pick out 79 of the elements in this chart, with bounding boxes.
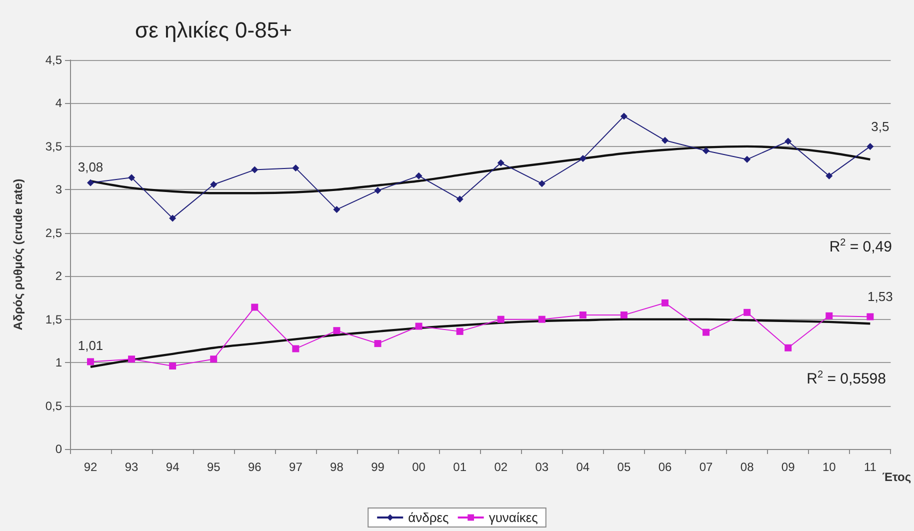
data-label: 3,08 [78, 159, 104, 174]
y-tick-label: 2,5 [45, 226, 62, 240]
x-tick-label: 99 [371, 460, 385, 474]
point [169, 362, 176, 370]
x-tick-label: 96 [248, 460, 262, 474]
x-tick-label: 10 [822, 460, 836, 474]
point [415, 322, 422, 330]
point [374, 340, 382, 348]
point [292, 345, 300, 352]
point [784, 344, 792, 352]
point [538, 180, 546, 188]
x-tick-label: 94 [166, 460, 180, 474]
point [456, 328, 464, 335]
legend-label: άνδρες [408, 510, 449, 525]
data-label: 1,53 [868, 289, 893, 304]
point [826, 312, 833, 320]
point [826, 172, 833, 180]
chart-title: σε ηλικίες 0-85+ [135, 18, 292, 42]
point [128, 174, 136, 182]
point [866, 142, 874, 150]
x-tick-label: 00 [412, 460, 426, 474]
point [538, 316, 546, 323]
point [662, 299, 669, 306]
point [374, 187, 382, 194]
y-tick-label: 3,5 [45, 139, 62, 154]
point [251, 166, 258, 174]
y-axis-title: Αδρός ρυθμός (crude rate) [11, 178, 25, 330]
point [620, 312, 628, 319]
x-tick-label: 07 [699, 460, 714, 474]
point [579, 312, 586, 319]
point [128, 356, 136, 363]
x-tick-label: 08 [740, 460, 754, 474]
y-tick-label: 4 [55, 96, 62, 110]
x-tick-label: 97 [289, 460, 303, 474]
x-tick-label: 93 [124, 460, 139, 474]
x-tick-label: 02 [494, 460, 508, 474]
point [251, 304, 258, 311]
point [415, 172, 422, 180]
x-tick-label: 11 [864, 460, 877, 474]
point [87, 358, 94, 366]
x-tick-label: 06 [658, 460, 672, 474]
point [744, 308, 751, 316]
y-tick-label: 3 [55, 182, 62, 197]
point [292, 164, 300, 172]
x-axis-title: Έτος [882, 470, 912, 484]
point [702, 328, 710, 336]
point [210, 356, 218, 363]
legend-label: γυναίκες [488, 510, 538, 525]
point [497, 316, 504, 323]
y-tick-label: 4,5 [45, 53, 62, 67]
point [702, 147, 710, 154]
point [333, 327, 340, 334]
point [333, 206, 340, 214]
x-tick-label: 04 [576, 460, 590, 474]
x-tick-label: 95 [206, 460, 221, 474]
point [169, 214, 176, 222]
point [210, 180, 218, 188]
x-tick-label: 92 [84, 460, 98, 474]
point [456, 196, 464, 203]
point [497, 159, 504, 166]
point [87, 179, 94, 186]
data-label: 3,5 [871, 118, 890, 134]
y-tick-label: 1,5 [45, 312, 62, 326]
data-label: 1,01 [78, 338, 104, 354]
point [744, 156, 751, 163]
point [784, 138, 792, 145]
point [620, 112, 628, 120]
point [866, 313, 874, 320]
x-tick-label: 05 [617, 460, 631, 474]
y-tick-label: 2 [55, 269, 62, 284]
x-tick-label: 01 [453, 460, 467, 474]
y-tick-label: 1 [55, 356, 62, 370]
y-tick-label: 0 [55, 442, 62, 456]
x-tick-label: 09 [781, 460, 796, 474]
point [662, 136, 669, 144]
y-tick-label: 0,5 [45, 398, 62, 413]
x-tick-label: 98 [330, 460, 344, 474]
point [579, 155, 586, 162]
x-tick-label: 03 [535, 460, 549, 474]
